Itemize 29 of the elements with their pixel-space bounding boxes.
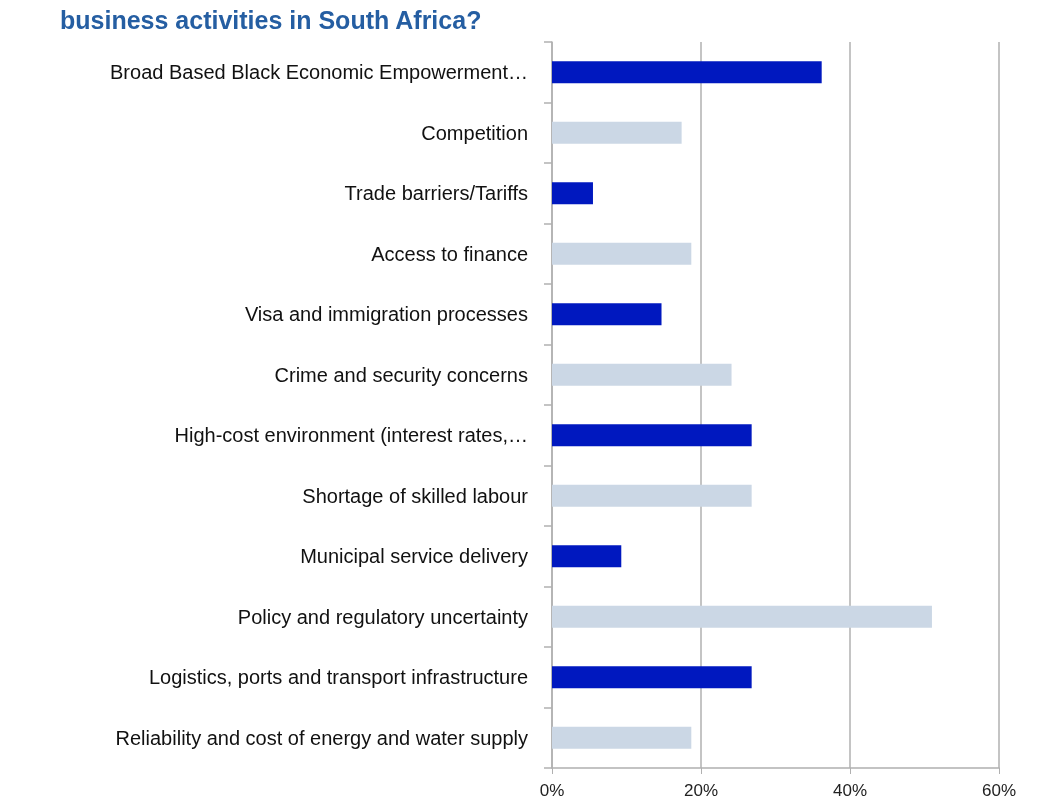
bar <box>552 424 752 447</box>
y-tick-label: Logistics, ports and transport infrastructure <box>148 666 528 689</box>
bar <box>552 61 822 84</box>
y-tick-label: Policy and regulatory uncertainty <box>237 605 528 628</box>
bar <box>552 182 593 205</box>
y-tick-label: Municipal service delivery <box>300 545 528 568</box>
x-tick-label: 20% <box>683 781 719 800</box>
y-tick-label: Trade barriers/Tariffs <box>344 182 528 205</box>
text: business activities in South Africa? <box>60 5 482 34</box>
bar <box>552 726 692 749</box>
y-tick-label: High-cost environment (interest rates,… <box>174 424 528 447</box>
y-tick-label: Access to finance <box>371 242 528 265</box>
bar <box>552 303 662 326</box>
y-tick-label: Visa and immigration processes <box>244 303 528 326</box>
bar <box>552 666 752 689</box>
y-tick-label: Reliability and cost of energy and water supply <box>115 726 528 749</box>
y-tick-label: Broad Based Black Economic Empowerment… <box>110 61 528 84</box>
y-tick-label: Crime and security concerns <box>274 363 528 386</box>
x-tick-label: 60% <box>981 781 1017 800</box>
bar <box>552 605 932 628</box>
x-tick-label: 0% <box>539 781 565 800</box>
x-tick-label: 40% <box>832 781 868 800</box>
bar <box>552 545 622 568</box>
y-tick-label: Competition <box>421 121 528 144</box>
bar <box>552 121 682 144</box>
y-tick-label: Shortage of skilled labour <box>302 484 529 507</box>
bar <box>552 484 752 507</box>
bar <box>552 363 732 386</box>
bar <box>552 242 692 265</box>
